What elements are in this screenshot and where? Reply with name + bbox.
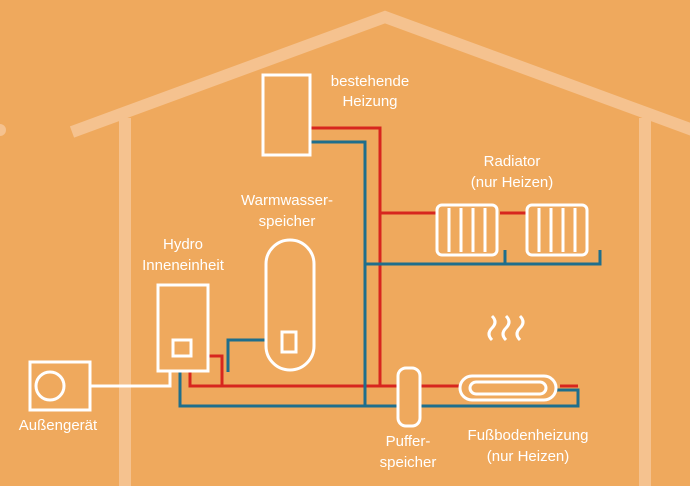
radiator: [435, 203, 589, 257]
label: speicher: [380, 454, 437, 471]
label: (nur Heizen): [471, 174, 554, 191]
label: bestehende: [331, 73, 409, 90]
pipes: [90, 126, 602, 408]
floor-heating: [458, 314, 558, 402]
boiler: [261, 73, 312, 157]
label: Heizung: [342, 93, 397, 110]
label: Fußbodenheizung: [468, 427, 589, 444]
label: Hydro: [163, 236, 203, 253]
label: speicher: [259, 213, 316, 230]
house: [69, 10, 690, 486]
label: Außengerät: [19, 417, 98, 434]
hot-water-tank: [264, 238, 316, 372]
label: Puffer-: [386, 433, 431, 450]
label: Warmwasser-: [241, 192, 333, 209]
label: (nur Heizen): [487, 448, 570, 465]
house-dot: [0, 124, 6, 136]
label: Radiator: [484, 153, 541, 170]
label: Inneneinheit: [142, 257, 225, 274]
hydro-unit: [156, 283, 210, 373]
buffer-tank: [396, 366, 422, 428]
outdoor-unit: [28, 360, 92, 412]
components: [28, 73, 589, 428]
